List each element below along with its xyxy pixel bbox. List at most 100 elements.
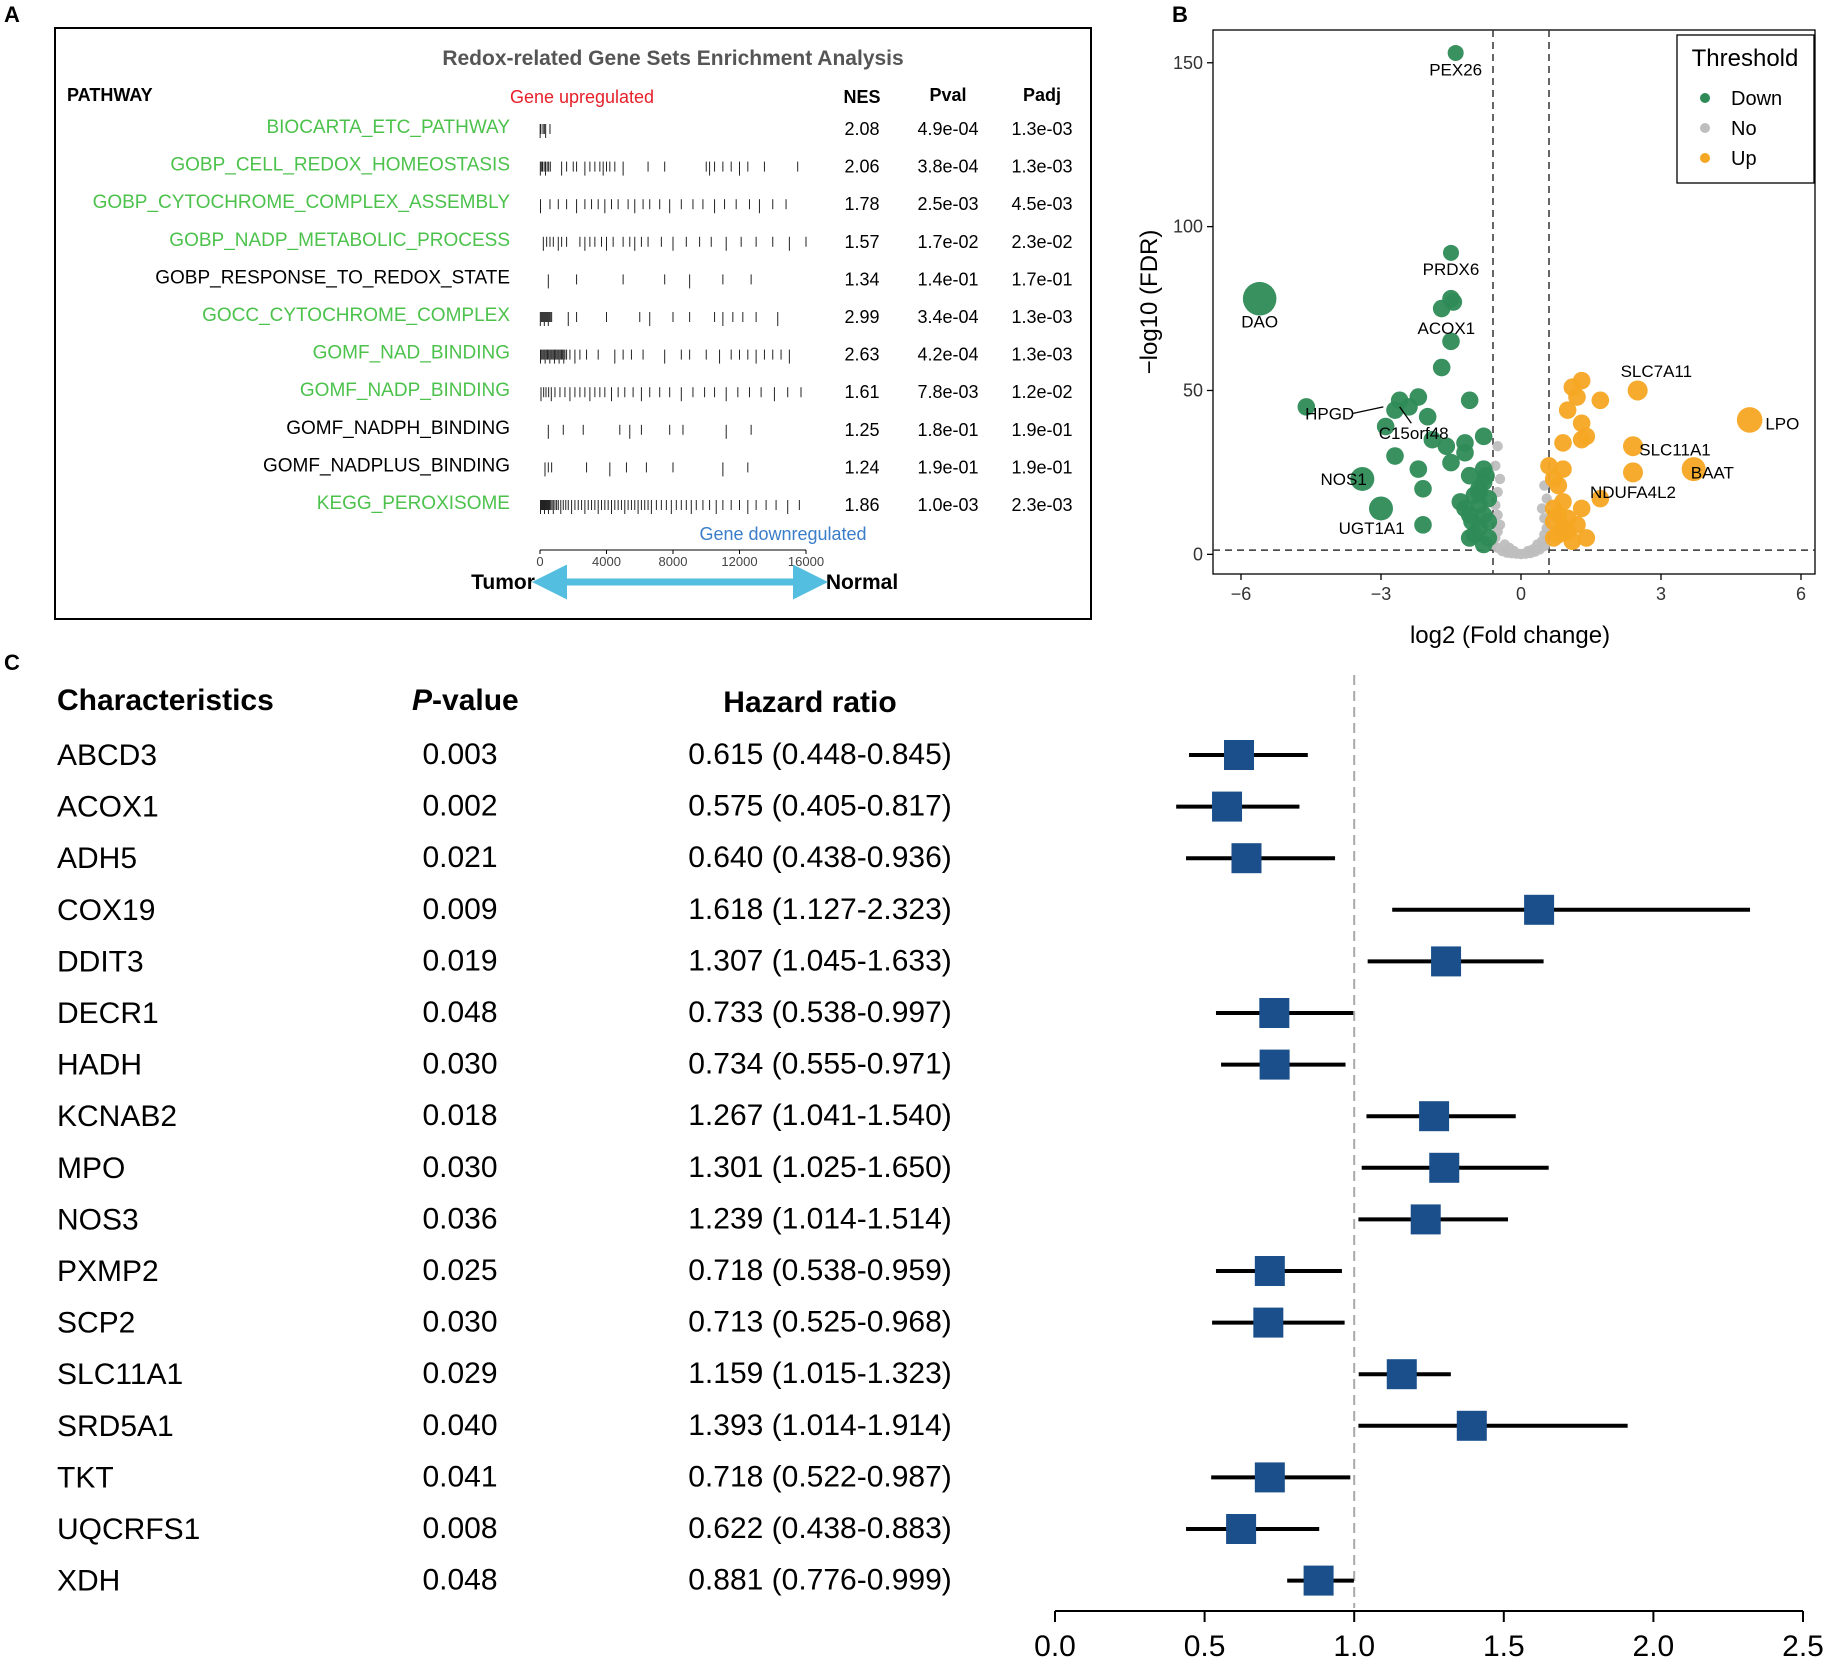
volcano-leader-line	[1399, 406, 1412, 424]
volcano-point-up	[1736, 407, 1763, 433]
forest-row-name: KCNAB2	[57, 1100, 177, 1133]
volcano-point-down	[1463, 512, 1481, 531]
volcano-point-down	[1350, 466, 1375, 491]
volcano-gene-label: SLC7A11	[1621, 362, 1693, 381]
forest-header-pvalue-italic: P	[412, 684, 433, 717]
forest-row-hazard-ratio: 0.575 (0.405-0.817)	[688, 790, 952, 823]
gsea-pathway-name: GOMF_NADP_BINDING	[300, 380, 510, 401]
forest-row-pvalue: 0.009	[422, 893, 497, 926]
forest-hr-marker	[1410, 1204, 1441, 1235]
gsea-axis-ticks: 0 4000 8000 12000 16000	[536, 550, 824, 569]
forest-x-tick-label: 2.5	[1782, 1630, 1824, 1663]
gsea-padj-value: 2.3e-02	[1011, 232, 1072, 252]
volcano-gene-label: ACOX1	[1418, 319, 1476, 338]
gsea-nes-value: 1.78	[844, 194, 879, 214]
forest-row-pvalue: 0.008	[422, 1512, 497, 1545]
forest-header-pvalue: P-value	[412, 684, 519, 717]
volcano-point-down	[1386, 401, 1404, 419]
forest-hr-marker	[1253, 1307, 1284, 1338]
gsea-padj-value: 1.3e-03	[1011, 307, 1072, 327]
volcano-y-tick-label: 50	[1183, 380, 1203, 400]
volcano-point-down	[1432, 299, 1451, 318]
gsea-axis-tick-label: 4000	[592, 554, 621, 569]
volcano-point-up	[1577, 529, 1596, 547]
gsea-col-nes: NES	[843, 87, 880, 107]
volcano-point-up	[1623, 436, 1643, 457]
forest-rows: ABCD3 0.003 0.615 (0.448-0.845) ACOX1 0.002 0…	[57, 675, 1751, 1608]
volcano-point-up	[1681, 457, 1706, 482]
forest-row-hazard-ratio: 0.718 (0.522-0.987)	[688, 1460, 952, 1493]
volcano-y-tick-label: 150	[1173, 53, 1203, 73]
forest-hr-marker	[1259, 998, 1290, 1028]
volcano-gene-label: UGT1A1	[1339, 519, 1405, 538]
forest-header-hazard-ratio: Hazard ratio	[723, 686, 896, 719]
volcano-x-tick-label: 3	[1656, 584, 1666, 604]
forest-row-hazard-ratio: 0.734 (0.555-0.971)	[688, 1048, 952, 1081]
gsea-label-up: Gene upregulated	[510, 87, 654, 107]
forest-hr-marker	[1303, 1565, 1334, 1596]
volcano-point-no	[1494, 519, 1506, 531]
volcano-point-up	[1558, 401, 1577, 419]
volcano-point-no	[1522, 545, 1534, 557]
volcano-point-down	[1474, 535, 1493, 554]
gsea-pathway-name: KEGG_PEROXISOME	[317, 493, 510, 514]
volcano-y-tick-label: 0	[1193, 544, 1203, 564]
volcano-point-down	[1470, 483, 1488, 501]
volcano-point-down	[1443, 244, 1459, 261]
gsea-pathway-name: BIOCARTA_ETC_PATHWAY	[266, 117, 510, 138]
gsea-padj-value: 1.7e-01	[1011, 269, 1072, 289]
forest-row-hazard-ratio: 1.267 (1.041-1.540)	[688, 1099, 952, 1132]
volcano-plot-area	[1212, 29, 1816, 575]
gsea-nes-value: 1.24	[844, 457, 879, 477]
volcano-gene-label: NOS1	[1321, 470, 1367, 489]
volcano-point-down	[1460, 529, 1479, 547]
gsea-padj-value: 4.5e-03	[1011, 194, 1072, 214]
forest-x-tick-label: 0.0	[1034, 1630, 1076, 1663]
volcano-point-down	[1423, 430, 1442, 449]
volcano-point-up	[1591, 489, 1610, 508]
volcano-point-down	[1442, 453, 1460, 472]
forest-hr-marker	[1419, 1101, 1450, 1132]
gsea-title: Redox-related Gene Sets Enrichment Analy…	[442, 47, 903, 70]
forest-row-name: ABCD3	[57, 739, 157, 772]
forest-row-pvalue: 0.029	[422, 1357, 497, 1390]
volcano-point-down	[1460, 466, 1479, 485]
forest-row-hazard-ratio: 1.393 (1.014-1.914)	[688, 1409, 952, 1442]
forest-x-tick-label: 2.0	[1633, 1630, 1675, 1663]
panel-label-b: B	[1172, 2, 1188, 27]
gsea-nes-value: 2.08	[844, 119, 879, 139]
forest-row-name: SLC11A1	[57, 1358, 183, 1391]
gsea-nes-value: 1.86	[844, 495, 879, 515]
gsea-pval-value: 1.7e-02	[917, 232, 978, 252]
gsea-label-down: Gene downregulated	[699, 524, 866, 544]
gsea-axis-tick-label: 8000	[659, 554, 688, 569]
gsea-pval-value: 2.5e-03	[917, 194, 978, 214]
gsea-col-padj: Padj	[1023, 85, 1061, 105]
forest-x-tick-label: 1.0	[1333, 1630, 1375, 1663]
gsea-padj-value: 1.3e-03	[1011, 157, 1072, 177]
volcano-point-down	[1297, 398, 1316, 416]
volcano-point-up	[1627, 380, 1648, 401]
volcano-panel: PEX26 PRDX6 DAO ACOX1 HPGD C15orf48 NOS1 UGT1A1…	[1136, 29, 1816, 649]
gsea-pval-value: 1.9e-01	[917, 457, 978, 477]
forest-row-pvalue: 0.048	[422, 1564, 497, 1597]
forest-row-name: PXMP2	[57, 1255, 159, 1288]
gsea-pval-value: 4.9e-04	[917, 119, 978, 139]
forest-header-characteristics: Characteristics	[57, 684, 274, 717]
volcano-point-down	[1442, 332, 1460, 351]
forest-hr-marker	[1259, 1049, 1290, 1080]
volcano-y-tick-label: 100	[1173, 217, 1203, 237]
volcano-gene-label: DAO	[1241, 313, 1278, 332]
volcano-legend-label: Up	[1731, 148, 1757, 170]
volcano-legend-swatch-down	[1700, 93, 1710, 103]
volcano-legend-entries: Down No Up	[1700, 88, 1782, 170]
volcano-point-down	[1386, 447, 1404, 465]
gsea-pathway-name: GOMF_NAD_BINDING	[313, 343, 510, 364]
volcano-gene-label: LPO	[1765, 414, 1799, 433]
volcano-point-down	[1460, 391, 1479, 410]
forest-hr-marker	[1429, 1152, 1460, 1183]
volcano-point-down	[1409, 460, 1428, 478]
forest-hr-marker	[1224, 740, 1255, 770]
forest-row-hazard-ratio: 1.618 (1.127-2.323)	[688, 893, 952, 926]
forest-row-hazard-ratio: 0.640 (0.438-0.936)	[688, 841, 952, 874]
